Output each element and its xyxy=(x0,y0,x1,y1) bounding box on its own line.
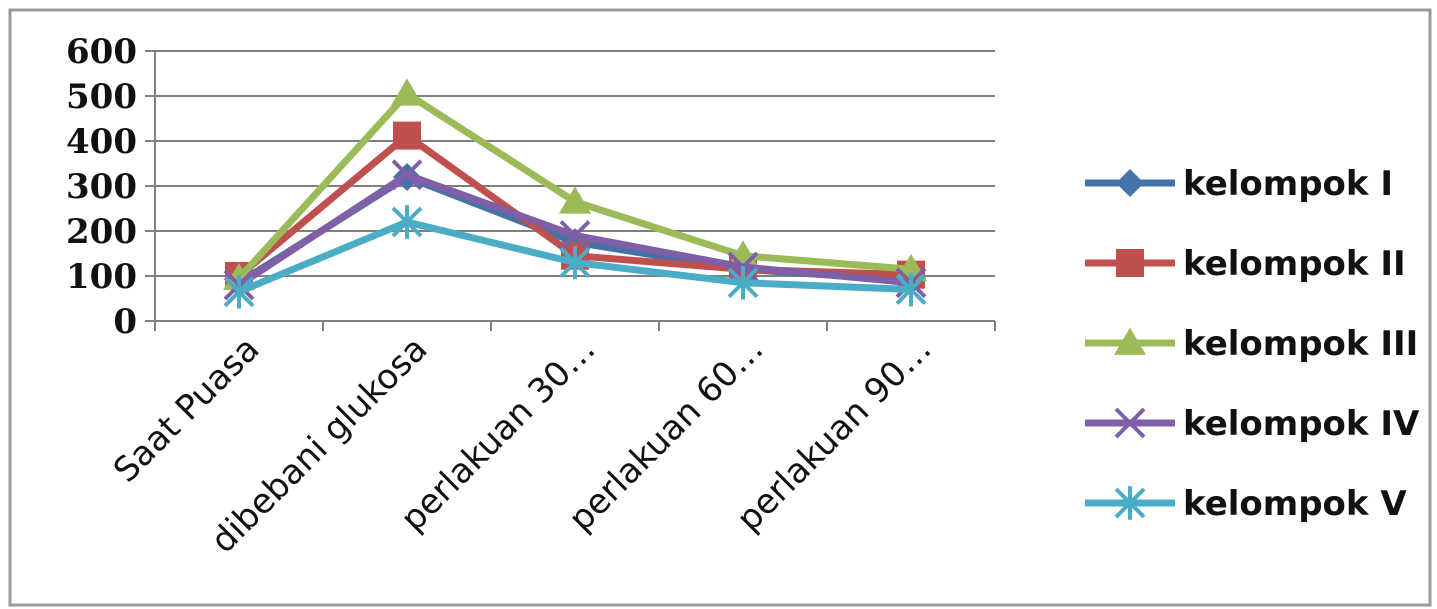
data-point-marker xyxy=(1113,327,1147,355)
data-point-marker xyxy=(391,159,423,191)
y-tick-label: 500 xyxy=(66,77,137,117)
data-point-marker xyxy=(391,205,423,239)
x-tick-label: Saat Puasa xyxy=(106,329,267,490)
data-point-marker xyxy=(1114,407,1146,439)
data-point-marker xyxy=(1116,249,1144,277)
y-axis-ticks: 0 100 200 300 400 500 600 xyxy=(66,32,137,342)
legend-label: kelompok V xyxy=(1183,484,1407,524)
y-tick-label: 200 xyxy=(66,212,137,252)
legend-item: kelompok I xyxy=(1085,164,1393,204)
series-5 xyxy=(223,205,927,309)
axes xyxy=(145,50,996,331)
data-point-marker xyxy=(895,272,927,307)
y-tick-label: 600 xyxy=(66,32,137,72)
legend-item: kelompok IV xyxy=(1085,404,1420,444)
data-point-marker xyxy=(393,121,421,150)
legend-label: kelompok III xyxy=(1183,324,1418,364)
data-point-marker xyxy=(390,78,424,106)
legend-label: kelompok I xyxy=(1183,164,1393,204)
y-tick-label: 400 xyxy=(66,122,137,162)
y-tick-label: 300 xyxy=(66,167,137,207)
y-tick-label: 100 xyxy=(66,257,137,297)
data-point-marker xyxy=(559,220,591,251)
data-point-marker xyxy=(558,186,592,214)
data-point-marker xyxy=(1116,169,1144,197)
data-point-marker xyxy=(727,265,759,300)
legend-label: kelompok II xyxy=(1183,244,1406,284)
data-point-marker xyxy=(223,274,255,309)
legend-label: kelompok IV xyxy=(1183,404,1420,444)
series xyxy=(222,78,928,309)
legend-item: kelompok III xyxy=(1085,324,1418,364)
legend-item: kelompok II xyxy=(1085,244,1406,284)
data-point-marker xyxy=(559,245,591,280)
data-point-marker xyxy=(1114,486,1146,520)
legend-item: kelompok V xyxy=(1085,484,1407,524)
legend: kelompok I kelompok II kelompok III kelompo… xyxy=(1085,164,1420,524)
y-tick-label: 0 xyxy=(113,302,137,342)
chart-border xyxy=(8,8,1432,607)
